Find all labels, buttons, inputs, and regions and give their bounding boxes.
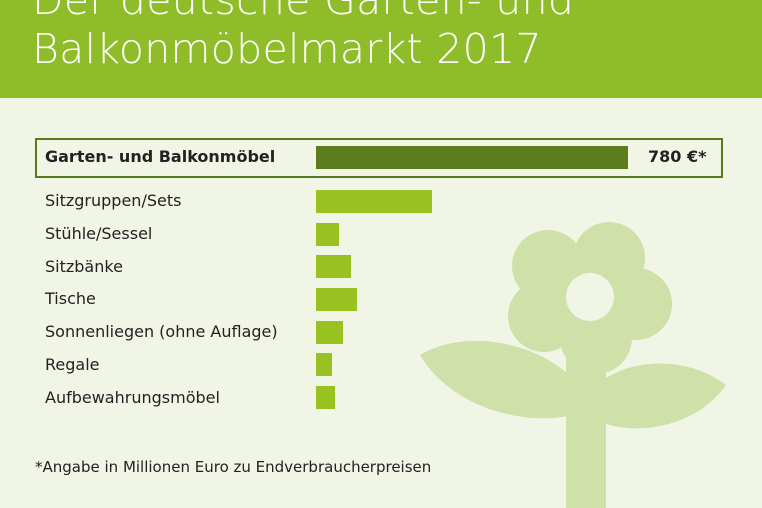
category-label: Aufbewahrungsmöbel	[45, 388, 220, 407]
header-banner: Der deutsche Garten- und Balkonmöbelmark…	[0, 0, 762, 98]
bar-sonnenliegen	[316, 321, 343, 344]
total-value-label: 780 €*	[648, 147, 707, 166]
category-label: Stühle/Sessel	[45, 224, 153, 243]
footnote: *Angabe in Millionen Euro zu Endverbrauc…	[35, 458, 432, 476]
bar-stuehle	[316, 223, 339, 246]
total-label: Garten- und Balkonmöbel	[45, 147, 276, 166]
category-label: Sonnenliegen (ohne Auflage)	[45, 322, 278, 341]
category-label: Regale	[45, 355, 100, 374]
bar-sitzgruppen	[316, 190, 432, 213]
category-label: Sitzbänke	[45, 257, 123, 276]
chart-title: Der deutsche Garten- und Balkonmöbelmark…	[32, 0, 575, 73]
total-bar	[316, 146, 628, 169]
category-label: Tische	[45, 289, 96, 308]
category-label: Sitzgruppen/Sets	[45, 191, 182, 210]
bar-sitzbaenke	[316, 255, 351, 278]
bar-tische	[316, 288, 357, 311]
bar-regale	[316, 353, 332, 376]
bar-aufbewahrung	[316, 386, 335, 409]
